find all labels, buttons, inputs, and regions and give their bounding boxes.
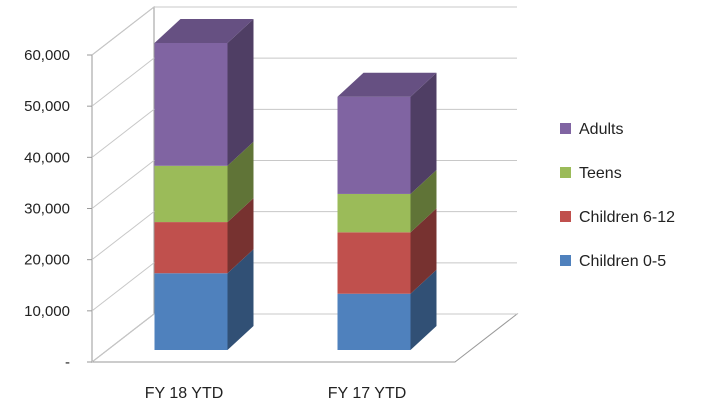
legend-item: Children 6-12 bbox=[560, 209, 675, 226]
y-tick-label: 30,000 bbox=[24, 201, 70, 218]
bar-segment bbox=[337, 169, 437, 233]
bar-stack bbox=[337, 72, 437, 350]
gridlines bbox=[91, 6, 517, 363]
bar-front bbox=[337, 193, 411, 233]
bar-front bbox=[337, 232, 411, 294]
gridline bbox=[91, 57, 517, 107]
legend-item: Teens bbox=[560, 165, 622, 182]
legend-swatch bbox=[560, 211, 571, 222]
bar-top bbox=[154, 19, 254, 43]
bar-stack bbox=[154, 19, 254, 350]
bar-front bbox=[154, 222, 228, 274]
legend-swatch bbox=[560, 123, 571, 134]
legend-label: Children 0-5 bbox=[579, 253, 666, 270]
gridline bbox=[91, 6, 517, 56]
y-tick-label: 20,000 bbox=[24, 252, 70, 269]
y-axis-tick-labels: - 10,000 20,000 30,000 40,000 50,000 60,000 bbox=[24, 47, 92, 371]
bars bbox=[154, 19, 437, 350]
legend-swatch bbox=[560, 167, 571, 178]
legend-item: Children 0-5 bbox=[560, 253, 666, 270]
bar-side bbox=[410, 208, 437, 294]
x-category-label: FY 17 YTD bbox=[328, 385, 407, 402]
bar-front bbox=[154, 43, 228, 166]
bar-segment bbox=[154, 198, 254, 274]
legend: Adults Teens Children 6-12 Children 0-5 bbox=[560, 121, 675, 270]
bar-side bbox=[227, 198, 254, 274]
bar-segment bbox=[154, 19, 254, 166]
bar-side bbox=[227, 249, 254, 350]
bar-side bbox=[227, 141, 254, 223]
y-tick-label: 50,000 bbox=[24, 98, 70, 115]
legend-label: Teens bbox=[579, 165, 622, 182]
bar-segment bbox=[337, 72, 437, 194]
legend-item: Adults bbox=[560, 121, 623, 138]
bar-side bbox=[410, 72, 437, 194]
y-tick-label: 60,000 bbox=[24, 47, 70, 64]
bar-segment bbox=[154, 141, 254, 223]
bar-front bbox=[154, 273, 228, 350]
x-category-label: FY 18 YTD bbox=[145, 385, 224, 402]
bar-front bbox=[154, 165, 228, 223]
bar-segment bbox=[337, 208, 437, 294]
y-tick-label: - bbox=[65, 354, 70, 371]
bar-top bbox=[337, 72, 437, 97]
bar-segment bbox=[154, 249, 254, 350]
bar-front bbox=[337, 293, 411, 350]
bar-segment bbox=[337, 269, 437, 350]
legend-swatch bbox=[560, 255, 571, 266]
bar-side bbox=[410, 269, 437, 350]
y-tick-label: 40,000 bbox=[24, 149, 70, 166]
bar-side bbox=[410, 169, 437, 233]
y-tick-label: 10,000 bbox=[24, 303, 70, 320]
legend-label: Children 6-12 bbox=[579, 209, 675, 226]
bar-front bbox=[337, 96, 411, 194]
legend-label: Adults bbox=[579, 121, 623, 138]
bar-side bbox=[227, 19, 254, 166]
x-axis-category-labels: FY 18 YTD FY 17 YTD bbox=[145, 385, 407, 402]
